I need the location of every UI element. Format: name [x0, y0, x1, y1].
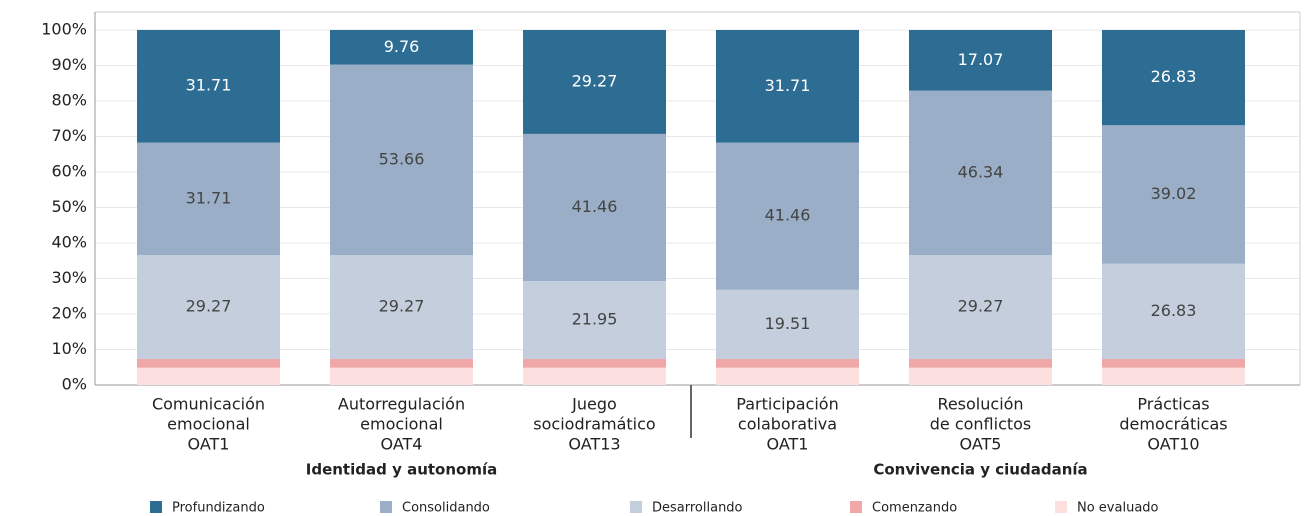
legend-swatch [630, 501, 642, 513]
bar-segment [330, 64, 473, 256]
bar-segment [137, 29, 280, 143]
y-tick-label: 30% [51, 268, 87, 287]
legend-swatch [150, 501, 162, 513]
x-tick-label: OAT1 [188, 435, 230, 454]
x-tick-label: OAT4 [381, 435, 423, 454]
group-label: Convivencia y ciudadanía [873, 461, 1087, 479]
x-tick-label: emocional [167, 415, 250, 434]
data-label: 9.76 [384, 37, 420, 56]
data-label: 29.27 [186, 297, 232, 316]
data-label: 26.83 [1151, 301, 1197, 320]
y-tick-label: 0% [62, 375, 87, 394]
x-tick-label: Resolución [937, 395, 1023, 414]
x-tick-label: sociodramático [533, 415, 655, 434]
bar-segment [909, 367, 1052, 385]
y-tick-label: 20% [51, 304, 87, 323]
legend-label: Desarrollando [652, 501, 743, 516]
bar-segment [1102, 359, 1245, 368]
legend-swatch [380, 501, 392, 513]
x-tick-label: de conflictos [930, 415, 1032, 434]
data-label: 19.51 [765, 314, 811, 333]
bar-segment [330, 359, 473, 368]
bar-segment [330, 367, 473, 385]
y-tick-label: 40% [51, 233, 87, 252]
y-tick-label: 100% [41, 20, 87, 39]
data-label: 41.46 [765, 206, 811, 225]
bar-segment [137, 359, 280, 368]
y-tick-label: 80% [51, 91, 87, 110]
bar-segment [523, 367, 666, 385]
bar-segment [1102, 30, 1245, 126]
bar-segment [909, 90, 1052, 256]
y-tick-label: 70% [51, 126, 87, 145]
data-label: 17.07 [958, 50, 1004, 69]
bar-segment [1102, 263, 1245, 360]
bar-segment [909, 255, 1052, 360]
bar-segment [1102, 367, 1245, 385]
y-tick-label: 50% [51, 197, 87, 216]
bar-segment [909, 359, 1052, 368]
bar-segment [523, 281, 666, 360]
data-label: 31.71 [186, 188, 232, 207]
x-tick-label: democráticas [1119, 415, 1227, 434]
bar-segment [1102, 125, 1245, 264]
x-tick-label: Autorregulación [338, 395, 465, 414]
data-label: 29.27 [958, 297, 1004, 316]
bar-segment [523, 359, 666, 368]
x-tick-label: Comunicación [152, 395, 265, 414]
data-label: 21.95 [572, 310, 618, 329]
legend-swatch [850, 501, 862, 513]
x-tick-label: OAT13 [568, 435, 620, 454]
bar-segment [137, 367, 280, 385]
y-tick-label: 10% [51, 339, 87, 358]
x-tick-label: OAT1 [767, 435, 809, 454]
bar-segment [716, 289, 859, 360]
legend-label: Consolidando [402, 501, 490, 516]
x-tick-label: Participación [736, 395, 838, 414]
y-tick-label: 60% [51, 162, 87, 181]
legend-label: Profundizando [172, 501, 265, 516]
bar-segment [909, 30, 1052, 91]
bar-segment [716, 367, 859, 385]
bar-segment [523, 30, 666, 134]
bar-segment [137, 142, 280, 256]
bar-segment [330, 29, 473, 65]
bar-segment [330, 255, 473, 360]
data-label: 41.46 [572, 197, 618, 216]
x-tick-label: OAT5 [960, 435, 1002, 454]
data-label: 46.34 [958, 162, 1004, 181]
bar-segment [523, 133, 666, 282]
data-label: 29.27 [379, 297, 425, 316]
bar-segment [716, 30, 859, 143]
x-tick-label: colaborativa [738, 415, 837, 434]
legend-swatch [1055, 501, 1067, 513]
data-label: 39.02 [1151, 184, 1197, 203]
group-label: Identidad y autonomía [306, 461, 497, 479]
legend-label: No evaluado [1077, 501, 1159, 516]
bar-segment [716, 142, 859, 290]
x-tick-label: Juego [571, 395, 617, 414]
x-tick-label: OAT10 [1147, 435, 1199, 454]
x-tick-label: emocional [360, 415, 443, 434]
data-label: 53.66 [379, 149, 425, 168]
data-label: 26.83 [1151, 67, 1197, 86]
legend-label: Comenzando [872, 501, 957, 516]
x-tick-label: Prácticas [1137, 395, 1209, 414]
bar-segment [137, 255, 280, 360]
data-label: 31.71 [765, 76, 811, 95]
data-label: 29.27 [572, 71, 618, 90]
data-label: 31.71 [186, 76, 232, 95]
y-tick-label: 90% [51, 55, 87, 74]
bar-segment [716, 359, 859, 368]
